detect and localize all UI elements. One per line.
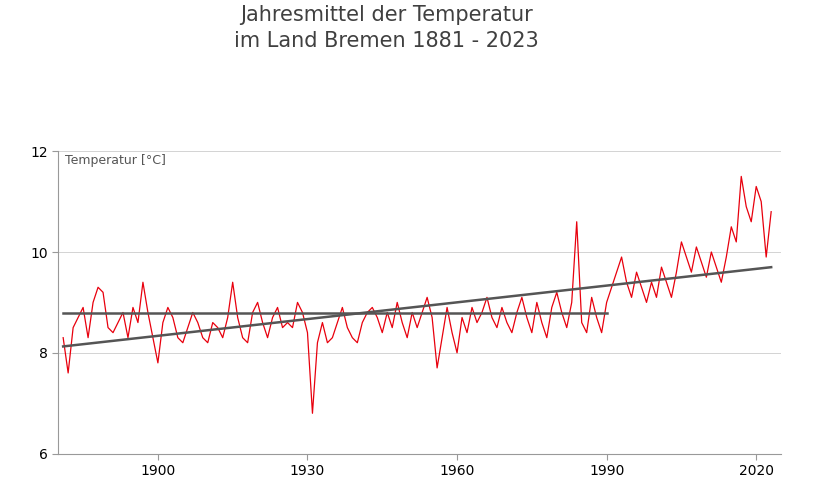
Text: DWD: DWD [755,25,786,35]
Text: Jahresmittel der Temperatur
im Land Bremen 1881 - 2023: Jahresmittel der Temperatur im Land Brem… [234,5,538,51]
Text: Temperatur [°C]: Temperatur [°C] [66,154,166,167]
